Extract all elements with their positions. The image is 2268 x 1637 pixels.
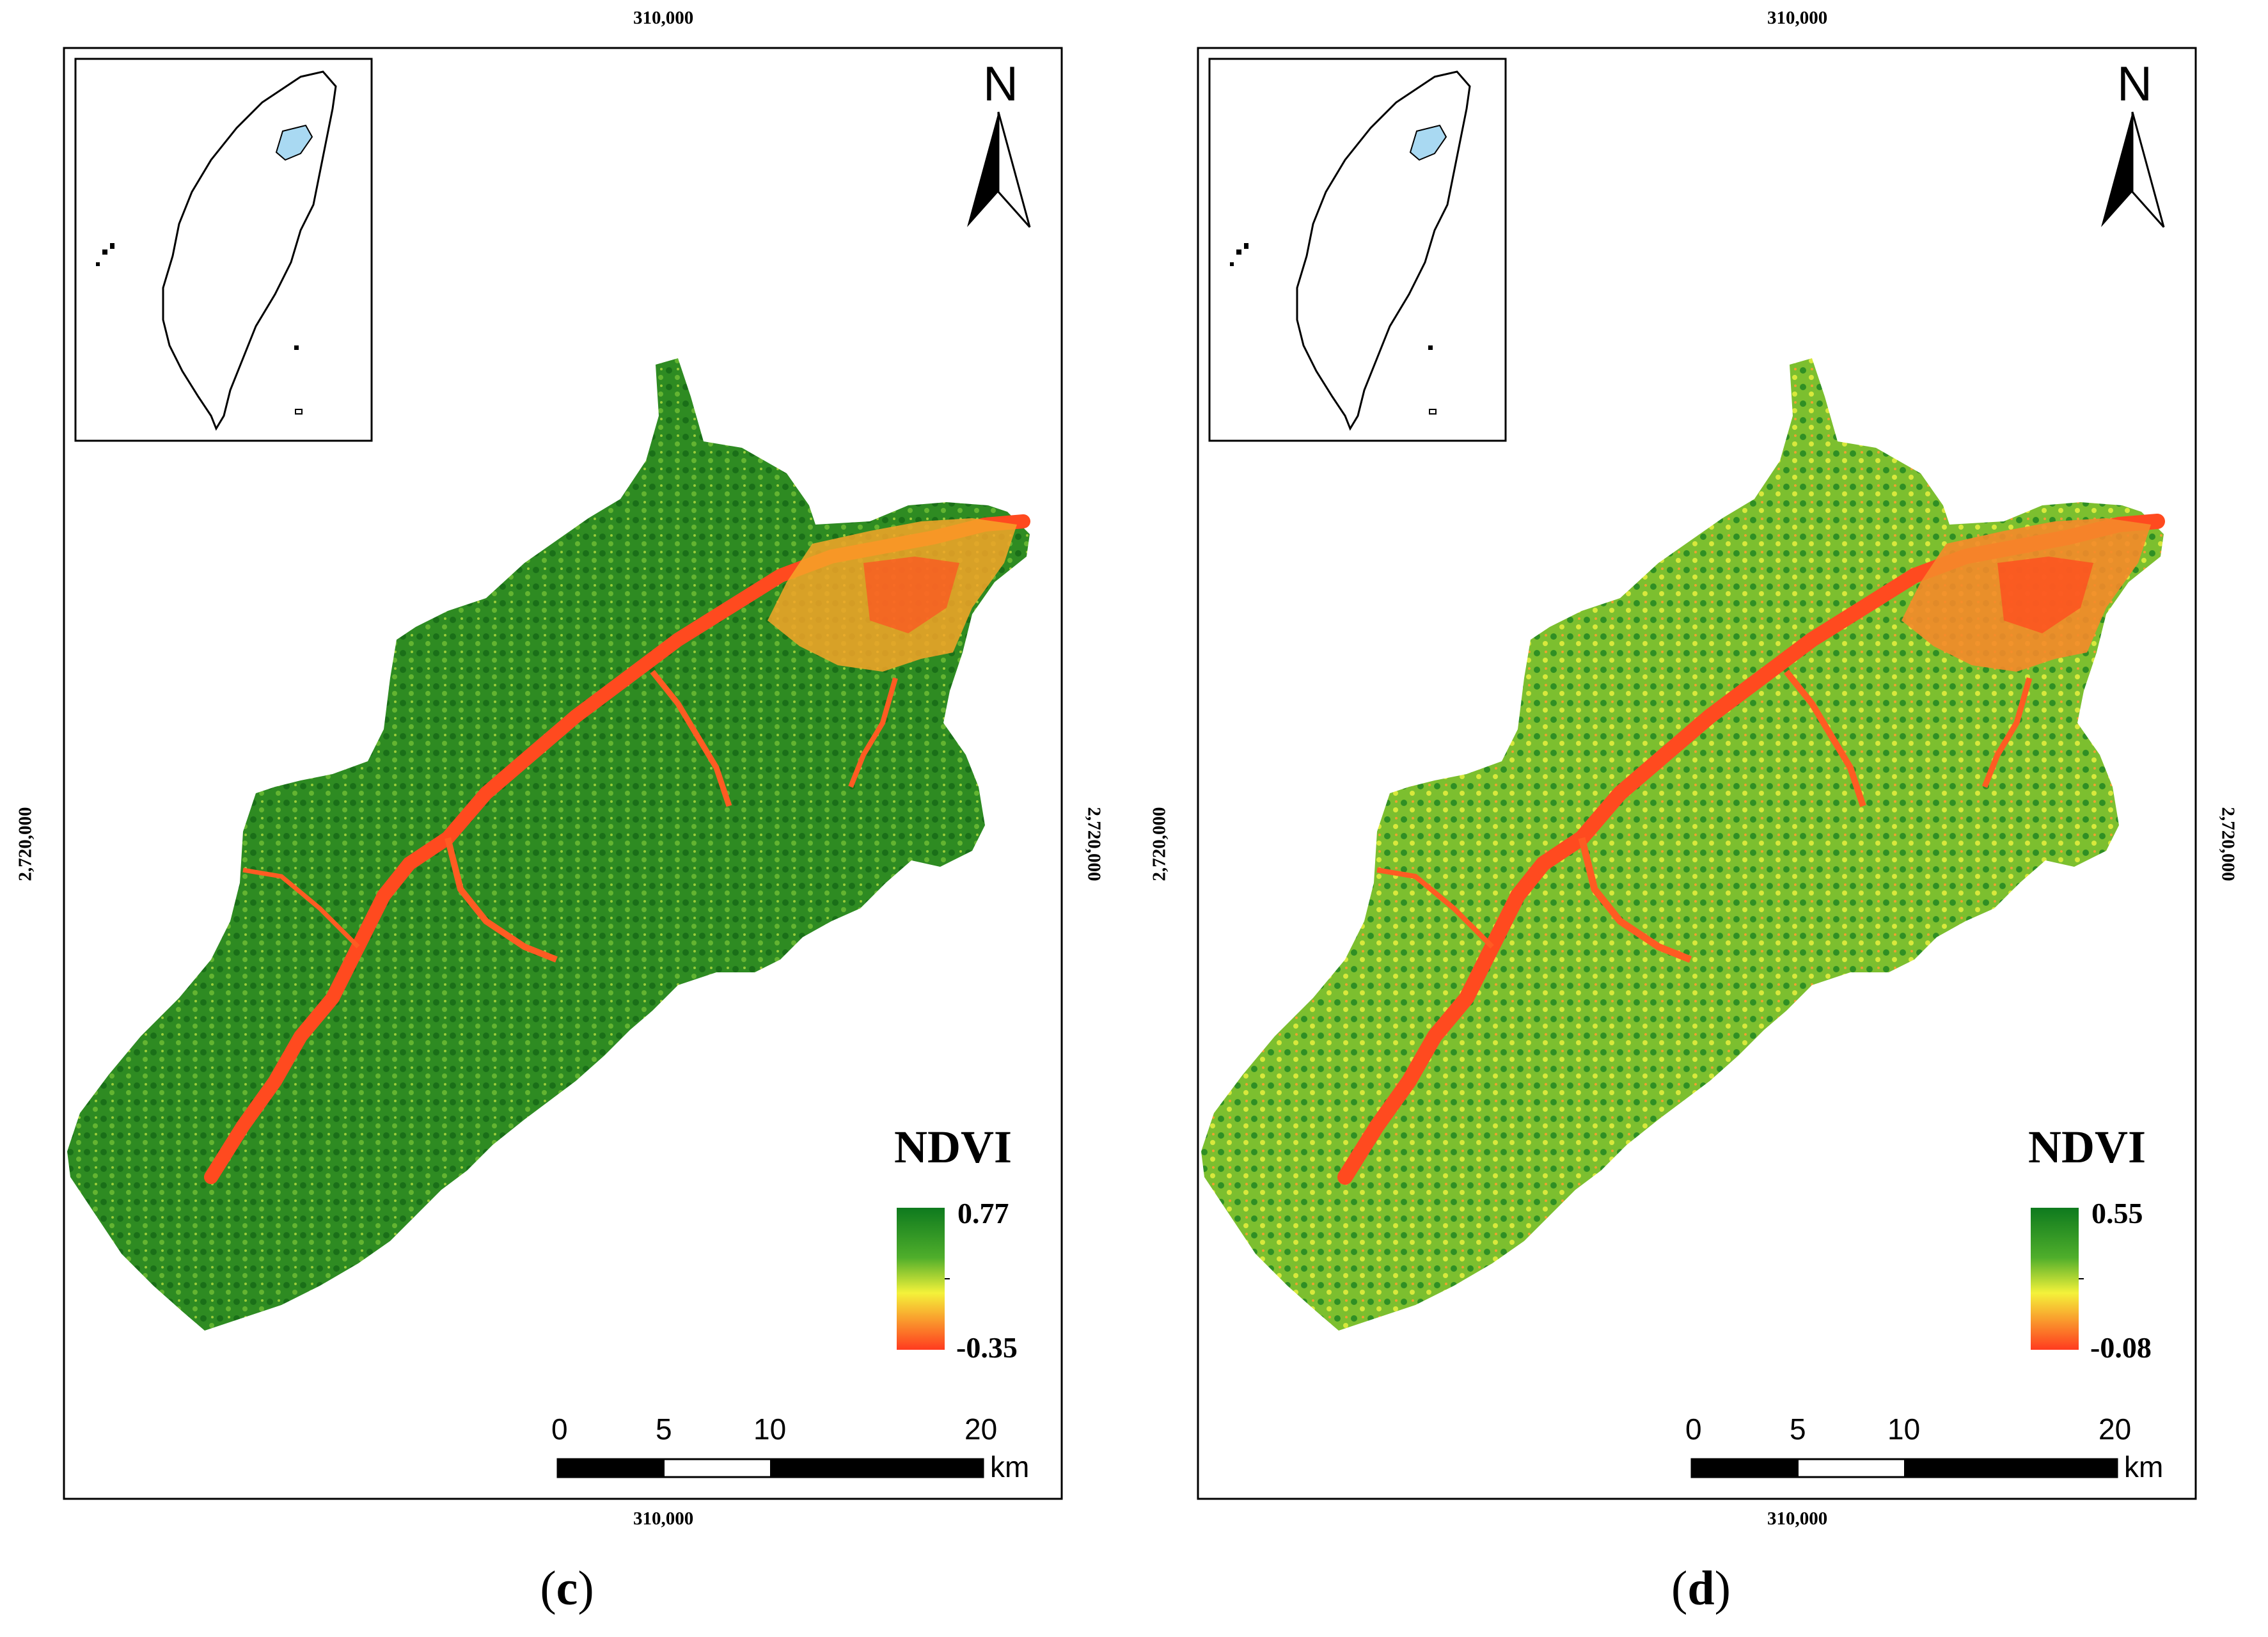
coord-top: 310,000 (1767, 8, 1828, 28)
scale-tick-label: 10 (1887, 1412, 1921, 1446)
island-icon (110, 243, 114, 249)
north-arrow-outline (2131, 111, 2165, 228)
island-icon (96, 262, 100, 266)
map-canvas (63, 47, 1063, 1500)
tributary-river (848, 677, 898, 788)
island-icon (1428, 345, 1433, 350)
scale-tick-label: 0 (551, 1412, 568, 1446)
map-frame (1197, 47, 2197, 1500)
island-icon (294, 345, 299, 350)
north-arrow-icon (967, 112, 998, 227)
scale-tick-label: 5 (1790, 1412, 1806, 1446)
legend-max: 0.55 (2091, 1197, 2143, 1230)
island-icon (1236, 249, 1241, 255)
island-icon (102, 249, 107, 255)
panel-caption: (d) (1671, 1562, 1731, 1615)
scale-unit: km (2124, 1450, 2164, 1483)
scale-tick-label: 5 (656, 1412, 672, 1446)
tributary-river (242, 867, 360, 949)
island-icon (1230, 262, 1234, 266)
map-frame (63, 47, 1063, 1500)
island-icon (1244, 243, 1248, 249)
map-panel-c: 310,000 310,000 2,720,000 2,720,000 N ND… (15, 8, 1105, 1615)
north-label: N (983, 57, 1018, 111)
tributary-river (1578, 837, 1692, 963)
taiwan-inset-icon (1296, 70, 1471, 431)
island-icon (295, 409, 303, 415)
north-arrow-icon (2101, 112, 2132, 227)
coord-left: 2,720,000 (1149, 807, 1170, 882)
legend-color-bar (897, 1208, 945, 1350)
tributary-river (445, 837, 558, 963)
tributary-river (1784, 669, 1866, 807)
map-panel-d: 310,000 310,000 2,720,000 2,720,000 N ND… (1134, 0, 2268, 1637)
lowland-area (863, 557, 959, 633)
coord-left: 2,720,000 (15, 807, 36, 882)
legend-min: -0.08 (2090, 1331, 2152, 1364)
watershed-map (1201, 358, 2164, 1331)
scale-tick-label: 20 (2099, 1412, 2132, 1446)
scale-tick-label: 0 (1685, 1412, 1702, 1446)
study-area-inset-icon (275, 124, 313, 161)
coord-bottom: 310,000 (1767, 1508, 1828, 1529)
legend-title: NDVI (2028, 1121, 2146, 1173)
coord-right: 2,720,000 (1083, 807, 1105, 882)
tributary-river (650, 670, 732, 807)
island-icon (1429, 409, 1437, 415)
north-label: N (2117, 57, 2152, 111)
watershed-map (67, 358, 1030, 1331)
north-arrow-outline (997, 111, 1031, 228)
tributary-river (1376, 867, 1494, 949)
legend-max: 0.77 (957, 1197, 1009, 1230)
scale-unit: km (990, 1450, 1030, 1483)
study-area-inset-icon (1409, 124, 1447, 161)
legend-color-bar (2031, 1208, 2079, 1350)
lowland-area (1997, 557, 2093, 633)
tributary-river (1981, 677, 2033, 788)
coord-right: 2,720,000 (2217, 807, 2239, 882)
map-canvas (1197, 47, 2197, 1500)
coord-top: 310,000 (633, 8, 694, 28)
scale-tick-label: 10 (753, 1412, 787, 1446)
panel-caption: (c) (540, 1562, 594, 1615)
scale-tick-label: 20 (965, 1412, 998, 1446)
legend-title: NDVI (894, 1121, 1012, 1173)
legend-min: -0.35 (956, 1331, 1018, 1364)
coord-bottom: 310,000 (633, 1508, 694, 1529)
taiwan-inset-icon (162, 70, 337, 431)
